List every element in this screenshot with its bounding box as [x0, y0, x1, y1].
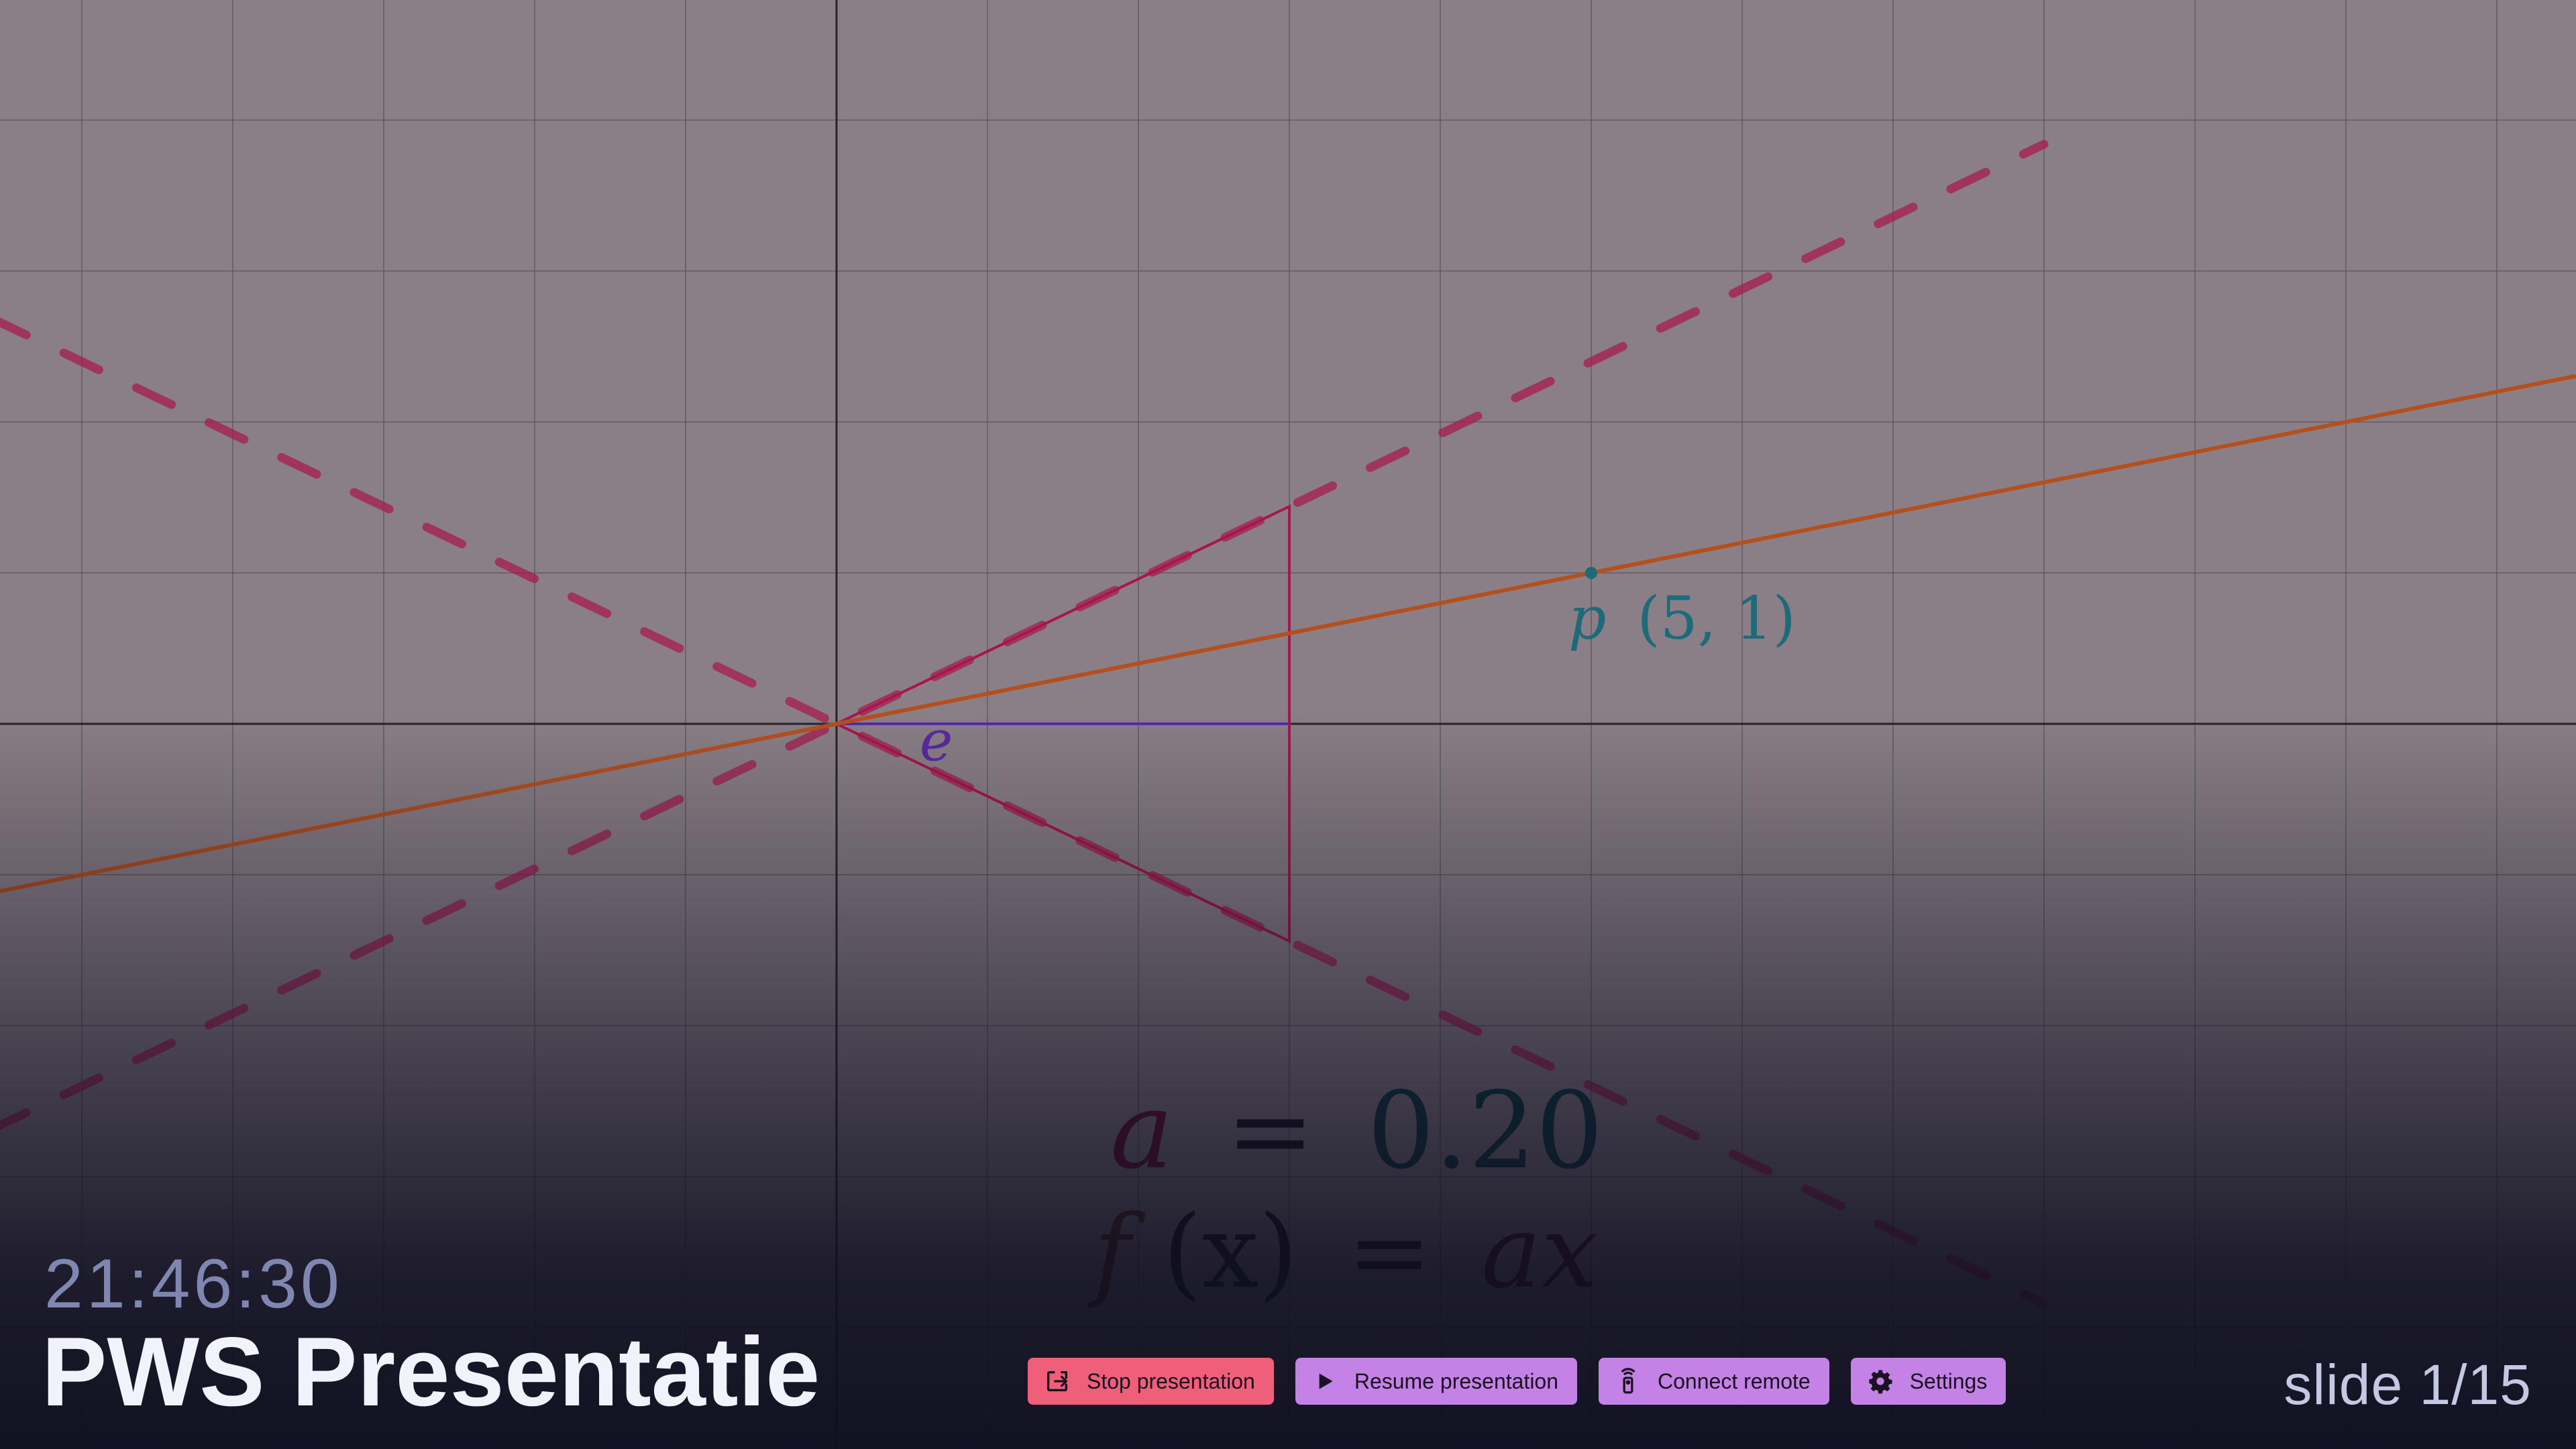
point-p-coords: (5, 1) — [1637, 584, 1796, 653]
point-p — [1585, 567, 1597, 579]
slide-counter: slide 1/15 — [2284, 1353, 2532, 1416]
formula-f: f (x) = ax — [1087, 1194, 1598, 1311]
stop-presentation-button[interactable]: Stop presentation — [1028, 1358, 1274, 1405]
cone-ray-lower — [0, 317, 2049, 1308]
formula-f-equals: = — [1348, 1194, 1432, 1311]
cone-axis-label: e — [920, 708, 953, 774]
stop-presentation-label: Stop presentation — [1087, 1368, 1255, 1393]
resume-presentation-button[interactable]: Resume presentation — [1295, 1358, 1578, 1405]
presentation-title: PWS Presentatie — [42, 1317, 820, 1426]
gear-icon — [1867, 1368, 1894, 1395]
connect-remote-button[interactable]: Connect remote — [1599, 1358, 1829, 1405]
remote-icon — [1615, 1368, 1642, 1395]
presentation-toolbar: Stop presentation Resume presentation Co… — [1028, 1358, 2006, 1405]
connect-remote-label: Connect remote — [1658, 1368, 1811, 1393]
formula-f-name: f — [1087, 1194, 1146, 1311]
formula-a: a = 0.20 — [1110, 1069, 1603, 1193]
formula-f-arg: (x) — [1163, 1194, 1298, 1311]
play-icon — [1311, 1368, 1338, 1395]
clock: 21:46:30 — [44, 1245, 343, 1323]
point-p-name: p — [1568, 584, 1606, 653]
formula-f-rhs: ax — [1481, 1194, 1598, 1311]
point-p-label: p (5, 1) — [1568, 584, 1796, 653]
exit-icon — [1044, 1368, 1071, 1395]
formula-a-name: a — [1110, 1069, 1173, 1193]
resume-presentation-label: Resume presentation — [1354, 1368, 1559, 1393]
formula-a-value: 0.20 — [1367, 1069, 1603, 1193]
settings-label: Settings — [1909, 1368, 1988, 1393]
formula-a-equals: = — [1226, 1069, 1314, 1193]
settings-button[interactable]: Settings — [1850, 1358, 2006, 1405]
